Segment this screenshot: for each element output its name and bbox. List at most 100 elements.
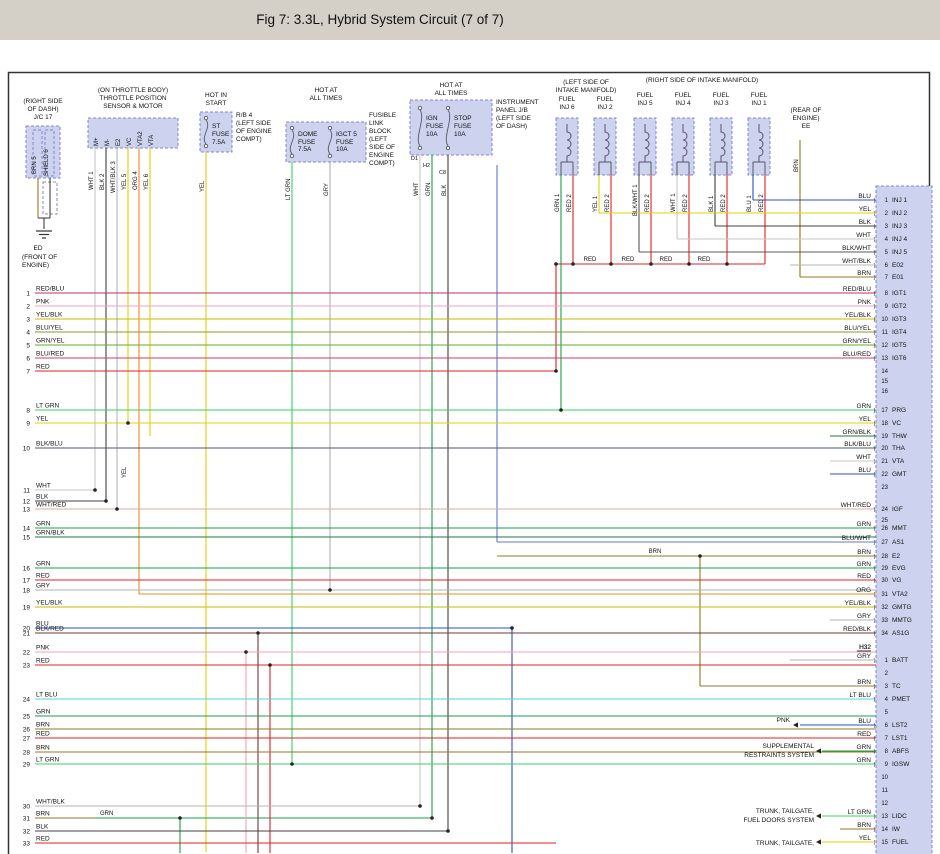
wire-number: 15 [23, 535, 31, 542]
wire-label: M+ [94, 137, 100, 146]
wire-label: GRN/YEL [842, 338, 871, 345]
connector-bracket-icon: ) [874, 263, 876, 269]
junction-dot [268, 663, 272, 667]
wire-label: BRN 5 [32, 156, 38, 174]
wire-label: BRN [794, 159, 800, 172]
diagram-text: D1 [411, 156, 418, 162]
wire-label: BRN [36, 811, 50, 818]
pin-number: 6 [885, 723, 889, 729]
pin-name: IGT5 [892, 342, 907, 349]
connector-bracket-icon: ) [874, 578, 876, 584]
fuse-icon [203, 119, 209, 145]
pin-name: MMT [892, 525, 907, 532]
pin-name: PMET [892, 696, 910, 703]
diagram-text: 10A [426, 131, 438, 138]
pin-name: E01 [892, 274, 904, 281]
diagram-text: THROTTLE POSITION [99, 95, 166, 102]
diagram-text: RED [584, 257, 597, 263]
wire-label: GRN [36, 709, 51, 716]
wire-number: 8 [26, 408, 30, 415]
wire-number: 12 [23, 499, 31, 506]
pin-name: LST2 [892, 722, 908, 729]
component-box [671, 117, 695, 176]
wire-number: 9 [26, 421, 30, 428]
diagram-text: INJ 4 [675, 100, 691, 107]
wire-label: RED/BLK [843, 626, 871, 633]
pin-number: 8 [885, 291, 889, 297]
diagram-text: TRUNK, TAILGATE, [756, 840, 814, 847]
wire-label: BLU/RED [843, 351, 871, 358]
pin-number: 12 [881, 343, 888, 349]
wire-label: RED/BLU [36, 286, 64, 293]
pin-number: 19 [881, 434, 888, 440]
diagram-text: INTAKE MANIFOLD) [556, 87, 617, 94]
wire-label: WHT [36, 483, 51, 490]
wire-label: RED [36, 658, 50, 665]
pin-name: INJ 5 [892, 249, 908, 256]
wire-label: RED [36, 836, 50, 843]
connector-bracket-icon: ) [874, 723, 876, 729]
wire-label: YEL 5 [122, 173, 128, 190]
wire-label: BRN [36, 745, 50, 752]
pin-number: 21 [881, 459, 888, 465]
fuse-icon [417, 105, 423, 111]
connector-bracket-icon: ) [874, 472, 876, 478]
wire-number: 16 [23, 566, 31, 573]
pin-number: 9 [885, 304, 889, 310]
wire-number: 32 [23, 829, 31, 836]
pin-name: IGT2 [892, 303, 907, 310]
fuse-icon [289, 129, 295, 155]
wire-number: 28 [23, 750, 31, 757]
wire-label: YEL [122, 466, 128, 478]
wire-label: RED [36, 573, 50, 580]
connector-bracket-icon: ) [874, 540, 876, 546]
diagram-border [7, 71, 931, 854]
pin-number: 27 [881, 540, 888, 546]
fuse-icon [327, 129, 333, 155]
wire-number: 1 [26, 291, 30, 298]
wire-label: YEL/BLK [36, 312, 63, 319]
diagram-text: ALL TIMES [310, 95, 344, 102]
wire-number: 23 [23, 663, 31, 670]
diagram-text: INJ 3 [713, 100, 729, 107]
coil-icon [758, 124, 764, 162]
pin-name: MMTG [892, 617, 912, 624]
wire-label: GRN [36, 561, 51, 568]
diagram-text: COMPT) [236, 136, 262, 143]
connector-strip [875, 185, 933, 854]
diagram-text: 7.5A [298, 146, 312, 153]
wire-number: 27 [23, 736, 31, 743]
pin-number: 34 [881, 631, 888, 637]
component-box [633, 117, 657, 176]
wire-label: LT BLU [36, 692, 58, 699]
pin-name: VC [892, 420, 901, 427]
junction-dot [571, 262, 575, 266]
junction-dot [687, 262, 691, 266]
diagram-text: FUEL [559, 96, 576, 103]
connector-bracket-icon: ) [874, 459, 876, 465]
pin-name: VTA2 [892, 591, 908, 598]
diagram-text: FUEL [751, 92, 768, 99]
diagram-text: FUSE [336, 139, 354, 146]
wire-label: RED [857, 731, 871, 738]
pin-name: INJ 2 [892, 210, 908, 217]
diagram-text: ENGINE) [22, 262, 49, 269]
wire-number: 19 [23, 605, 31, 612]
wire-label: BLK/WHT [842, 245, 871, 252]
wire-label: PNK [36, 299, 50, 306]
connector-bracket-icon: ) [874, 749, 876, 755]
diagram-text: EE [802, 123, 811, 130]
component-box [409, 99, 493, 156]
wire-number: 18 [23, 588, 31, 595]
pin-number: 6 [885, 263, 889, 269]
wire-number: 33 [23, 841, 31, 848]
connector-bracket-icon: ) [874, 421, 876, 427]
fuse-icon [327, 125, 333, 131]
diagram-text: BLOCK [369, 128, 392, 135]
connector-bracket-icon: ) [874, 317, 876, 323]
connector-bracket-icon: ) [874, 736, 876, 742]
wire-label: GRN [857, 403, 872, 410]
pin-name: LST1 [892, 735, 908, 742]
pin-number: 4 [885, 237, 889, 243]
